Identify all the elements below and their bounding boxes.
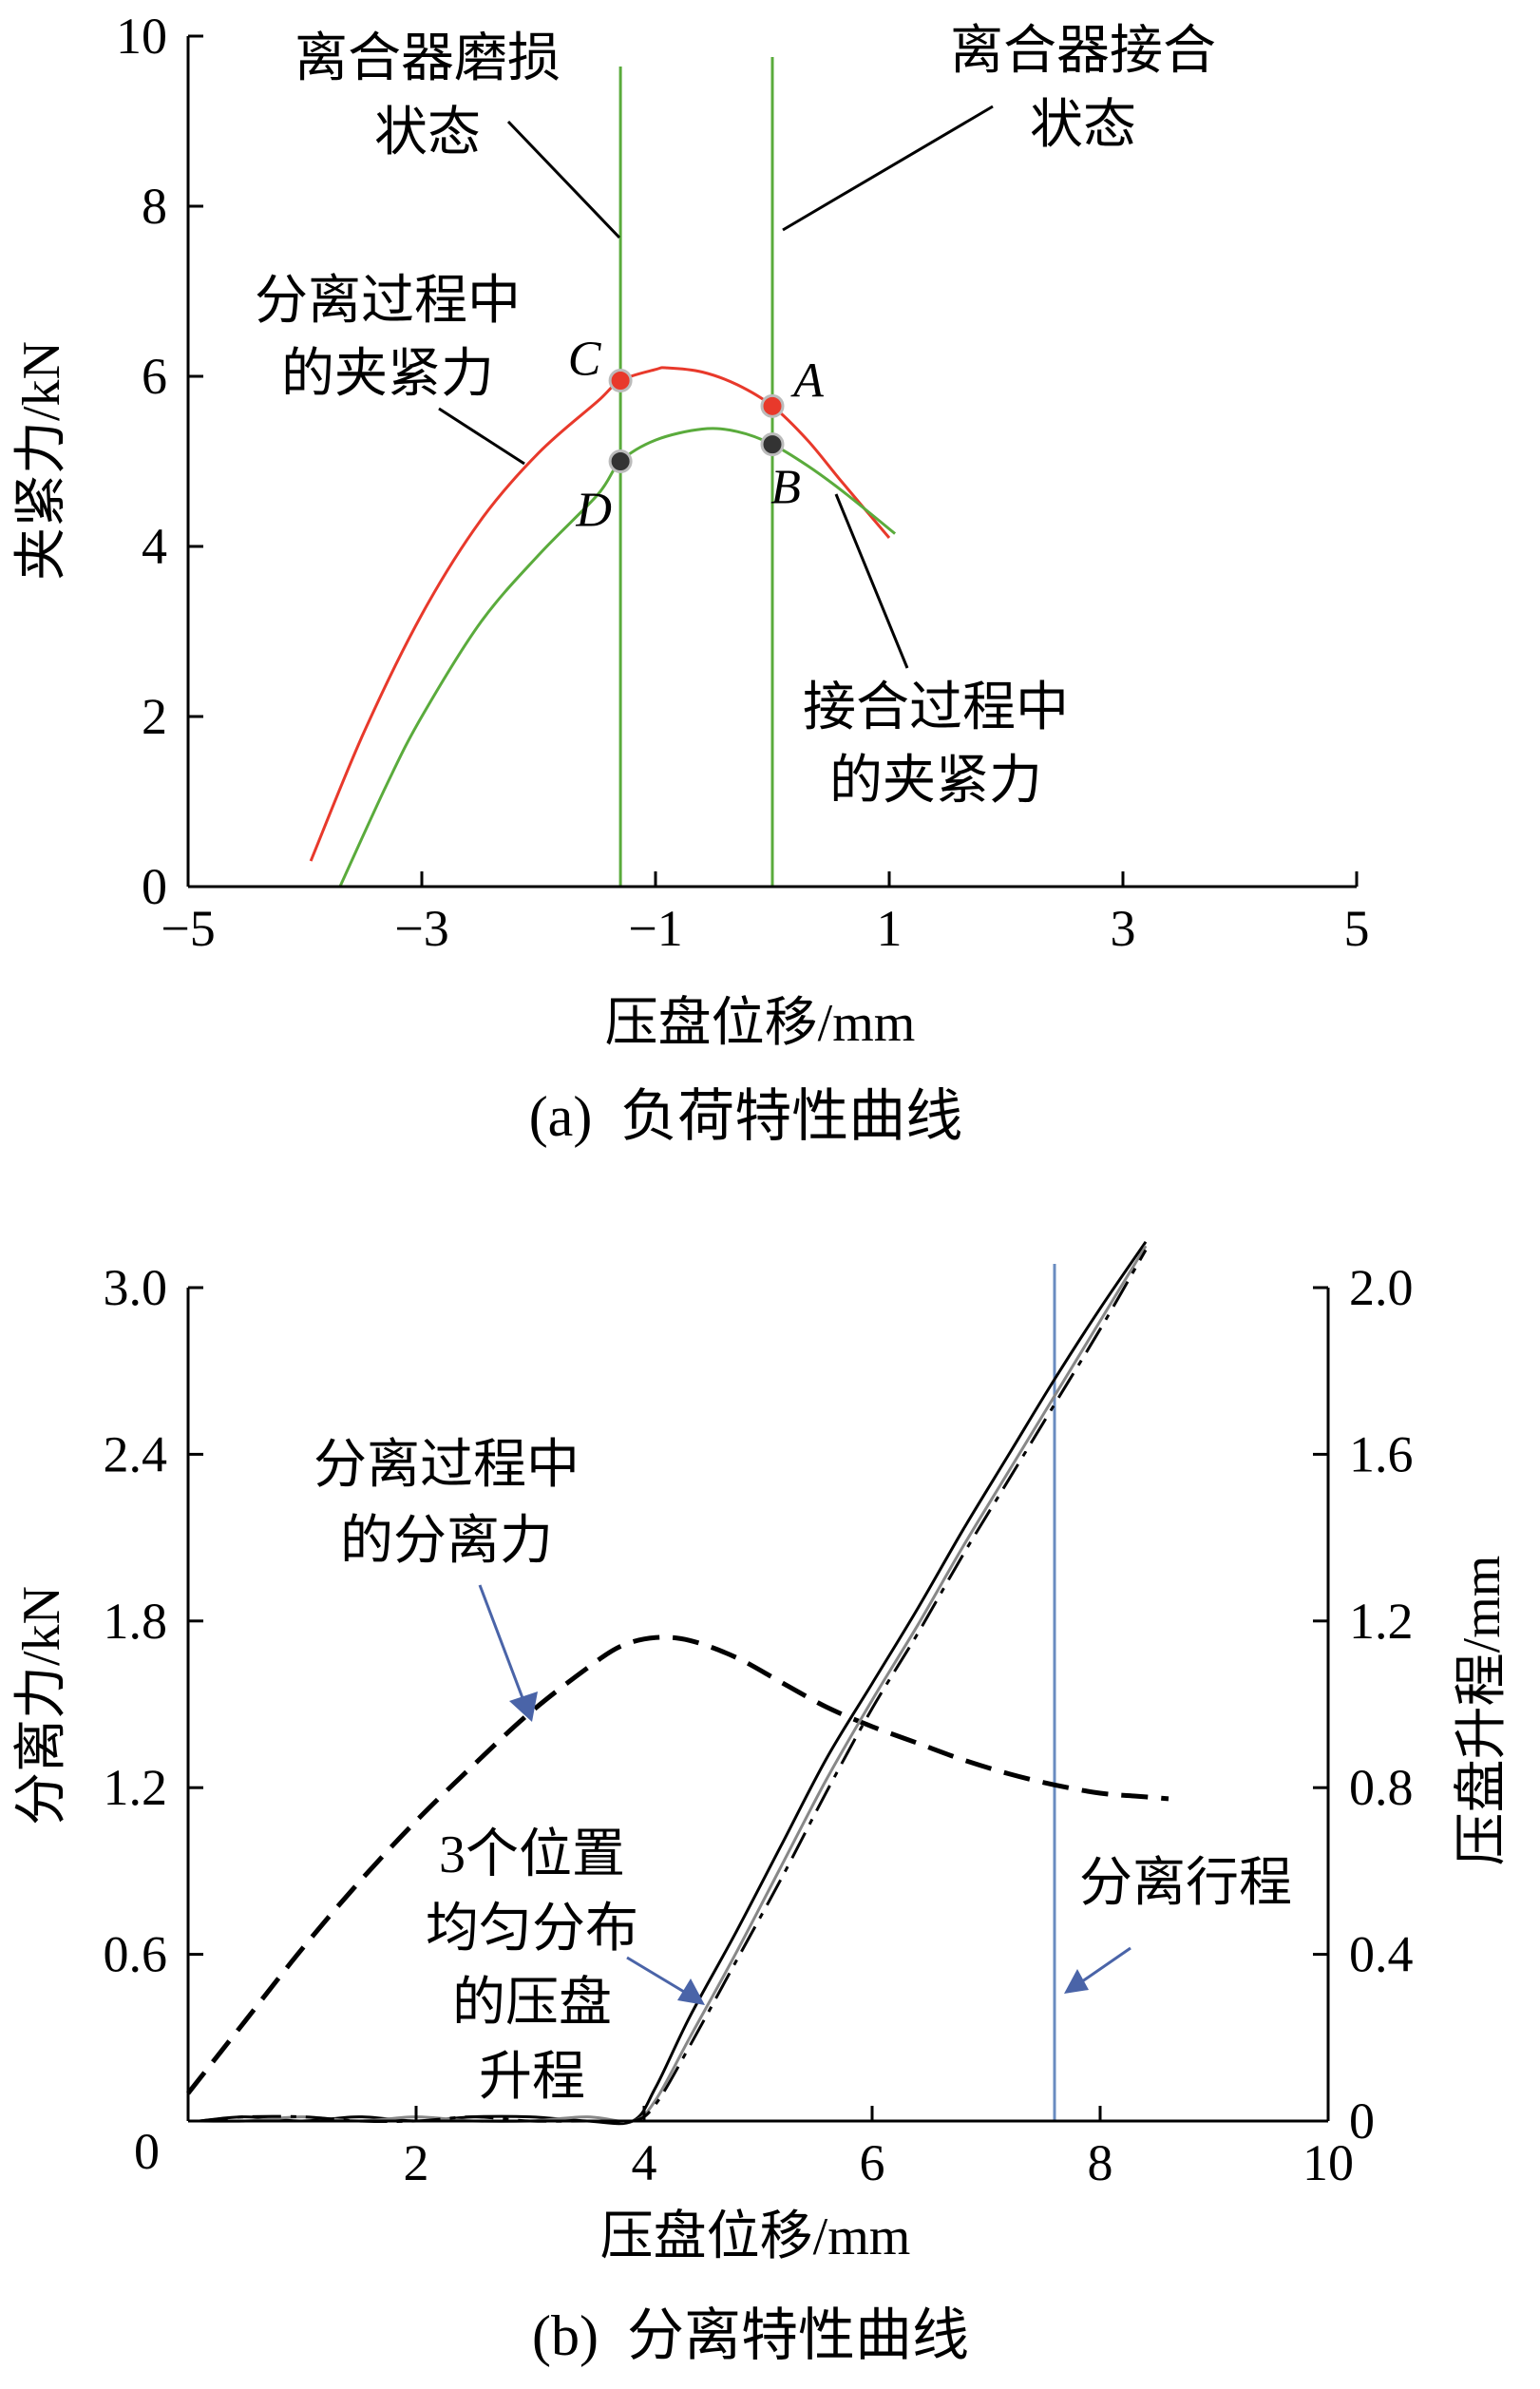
annot-lift-arrowhead	[677, 1978, 705, 2005]
lift-line-3	[199, 1249, 1148, 2124]
panel-b-x-tick-label: 4	[632, 2134, 657, 2191]
panel-b-x-tick-label: 8	[1088, 2134, 1113, 2191]
panel-a-x-tick-label: 1	[877, 900, 903, 957]
panel-a-x-tick-label: −3	[394, 900, 448, 957]
engagement-clamp-force-line	[338, 427, 897, 888]
annot-engage-line2: 状态	[1030, 96, 1136, 155]
panel-b-y2-tick-label: 0.4	[1349, 1926, 1414, 1983]
lift-line-1	[199, 1240, 1148, 2126]
panel-a-y-title: 夹紧力/kN	[12, 341, 71, 581]
panel-b-y-tick-label: 1.8	[104, 1593, 168, 1650]
annot-eng-force-leader	[834, 493, 909, 669]
annot-lift-line3: 的压盘	[452, 1974, 612, 2033]
panel-a-vlines	[618, 57, 774, 887]
lift-line-2	[199, 1245, 1148, 2124]
annot-sep-force-line2: 的夹紧力	[281, 345, 494, 404]
panel-a-x-tick-label: −1	[628, 900, 682, 957]
panel-a-ticks: −5 −3 −1 1 3 5 0 2 4 6 8 10	[116, 8, 1370, 957]
panel-b-y-tick-label: 3.0	[104, 1259, 168, 1316]
annot-force-line2: 的分离力	[340, 1512, 553, 1571]
panel-b-y2-title: 压盘升程/mm	[1453, 1556, 1511, 1866]
panel-a-x-tick-label: −5	[161, 900, 215, 957]
annot-lift-line2: 均匀分布	[426, 1900, 638, 1959]
panel-b-x-tick-label: 10	[1302, 2134, 1354, 2191]
annot-force-line1: 分离过程中	[314, 1436, 580, 1495]
panel-a-y-tick-label: 10	[116, 8, 167, 65]
panel-b-origin-label: 0	[134, 2123, 160, 2180]
point-d-marker	[608, 449, 633, 473]
panel-a-x-title: 压盘位移/mm	[605, 994, 916, 1053]
annot-sep-force-line1: 分离过程中	[255, 272, 521, 331]
panel-b-y-title: 分离力/kN	[12, 1586, 71, 1825]
panel-b-x-tick-label: 6	[860, 2134, 885, 2191]
panel-b-x-title: 压盘位移/mm	[600, 2207, 911, 2266]
panel-a-points: AB C D	[568, 332, 824, 537]
annot-eng-force-line1: 接合过程中	[803, 678, 1069, 737]
point-c-label: C	[568, 332, 602, 386]
point-d-label: D	[575, 484, 612, 538]
panel-b-y2-tick-label: 0.8	[1349, 1759, 1414, 1816]
annot-sep-force-leader	[438, 407, 525, 466]
panel-a-x-tick-label: 5	[1344, 900, 1370, 957]
panel-b-x-tick-label: 2	[404, 2134, 429, 2191]
panel-a-y-tick-label: 0	[142, 858, 167, 915]
panel-b-y2-tick-label: 2.0	[1349, 1259, 1414, 1316]
annot-stroke-arrow	[1074, 1946, 1131, 1988]
panel-a-x-tick-label: 3	[1111, 900, 1136, 957]
panel-a-y-tick-label: 4	[142, 518, 167, 575]
panel-a-y-tick-label: 6	[142, 348, 167, 405]
point-b-marker	[760, 432, 785, 457]
annot-engage-leader	[782, 105, 994, 232]
panel-b-y2-tick-label: 1.2	[1349, 1593, 1414, 1650]
panel-a-series	[309, 366, 897, 888]
panel-b-y-tick-label: 0.6	[104, 1926, 168, 1983]
separation-clamp-force-line	[309, 366, 891, 862]
point-b-label: B	[770, 461, 801, 515]
panel-b-y2-tick-label: 0	[1349, 2093, 1375, 2150]
separation-force-line	[186, 1634, 1169, 2095]
point-a-label: A	[790, 354, 824, 408]
panel-b-series	[186, 1240, 1169, 2126]
annot-eng-force-line2: 的夹紧力	[829, 752, 1042, 811]
panel-a-caption: (a) 负荷特性曲线	[529, 1085, 963, 1148]
panel-b-y-tick-label: 2.4	[104, 1425, 168, 1482]
panel-b-caption: (b) 分离特性曲线	[532, 2304, 969, 2367]
panel-b-y2-tick-label: 1.6	[1349, 1425, 1414, 1482]
annot-stroke-arrowhead	[1064, 1969, 1089, 1994]
annot-force-arrow	[478, 1584, 529, 1711]
annot-wear-line1: 离合器磨损	[295, 29, 561, 88]
annot-lift-line1: 3个位置	[439, 1825, 625, 1884]
annot-wear-line2: 状态	[374, 104, 481, 162]
panel-b-y-tick-label: 1.2	[104, 1759, 168, 1816]
panel-a-y-tick-label: 8	[142, 178, 167, 235]
panel-a-chart: AB C D −5 −3 −1 1 3 5 0 2 4 6 8 10 压盘位移/mm 夹紧力/kN (a)…	[12, 8, 1370, 1148]
point-a-marker	[760, 393, 785, 418]
annot-force-arrowhead	[509, 1691, 538, 1722]
annot-lift-arrow	[626, 1956, 694, 1999]
annot-stroke: 分离行程	[1079, 1854, 1292, 1913]
point-c-marker	[608, 368, 633, 392]
annot-engage-line1: 离合器接合	[950, 22, 1216, 81]
panel-a-y-tick-label: 2	[142, 688, 167, 745]
annot-lift-line4: 升程	[479, 2048, 585, 2107]
annot-wear-leader	[506, 120, 621, 239]
